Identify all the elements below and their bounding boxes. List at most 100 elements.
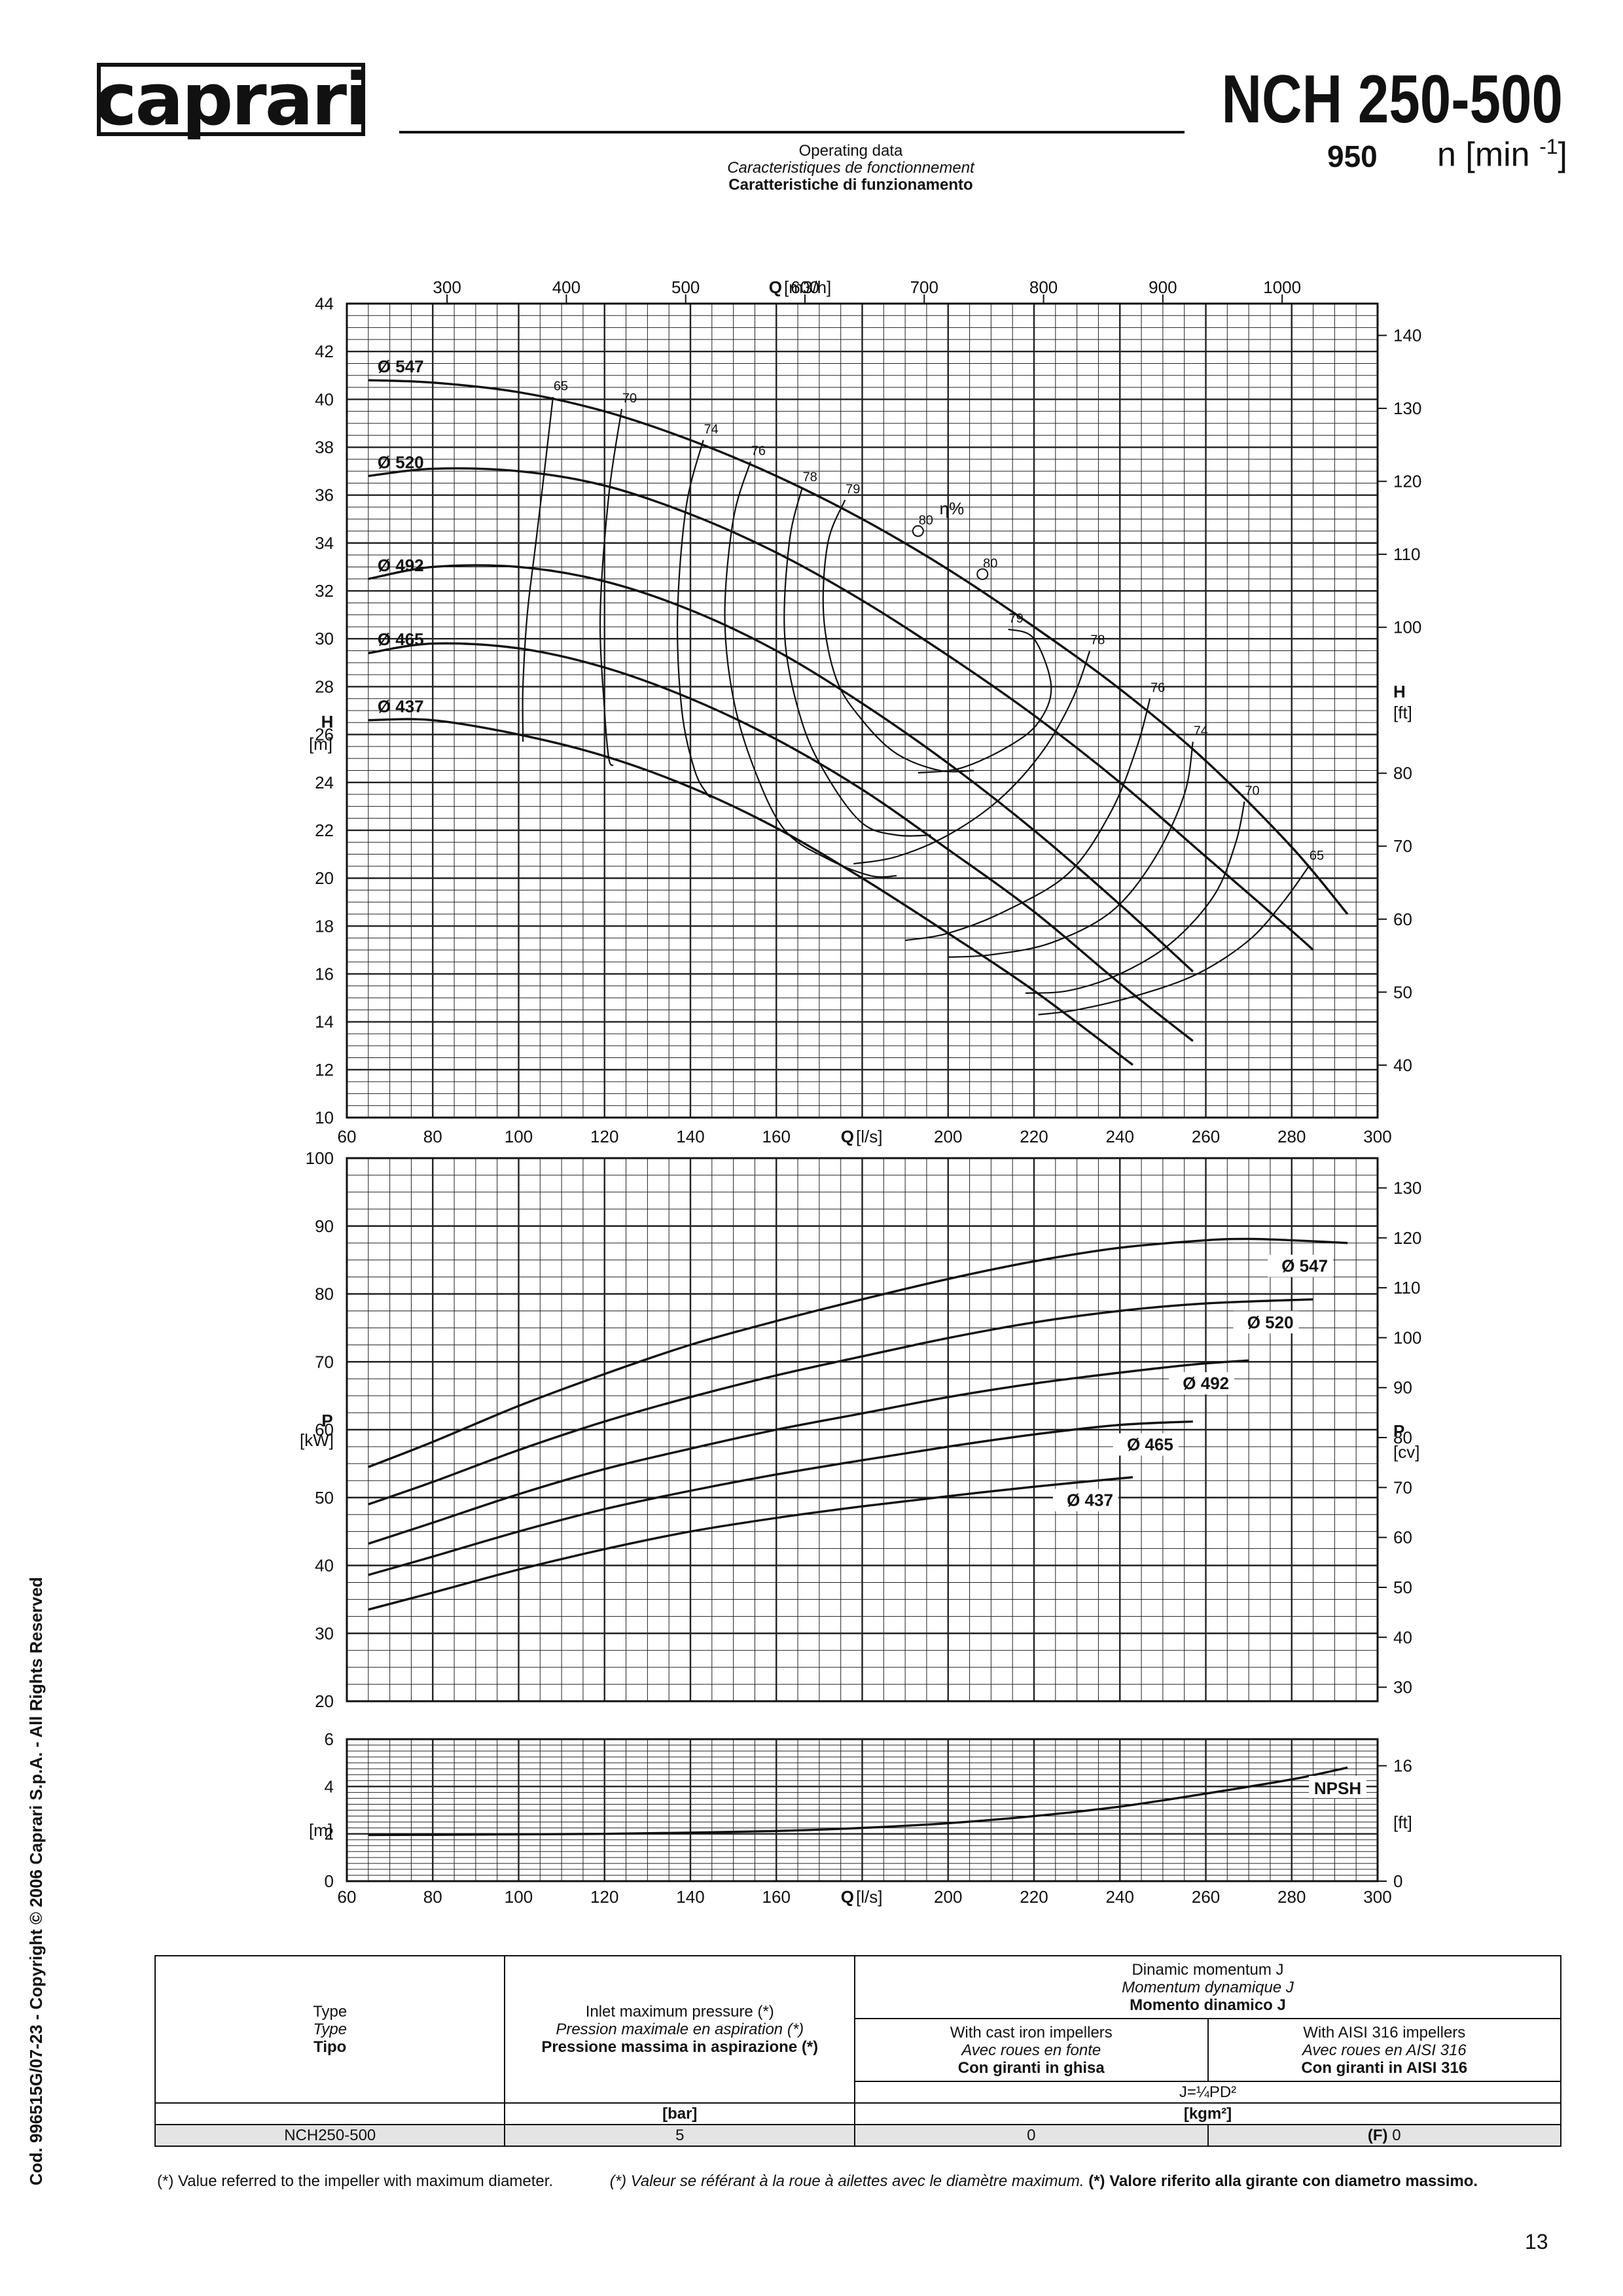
aisi-header: With AISI 316 impellers Avec roues en AI…: [1207, 2018, 1561, 2082]
n-x-tick: 160: [762, 1887, 791, 1907]
power-curve-label: Ø 547: [1281, 1256, 1328, 1276]
p-y-tick: 30: [315, 1623, 334, 1643]
efficiency-label: 79: [846, 482, 860, 497]
h-y-tick: 18: [315, 916, 334, 936]
speed-unit: n [min -1]: [1437, 135, 1567, 174]
p-y2-tick: 30: [1393, 1678, 1412, 1697]
power-label-bg: [1169, 1372, 1235, 1395]
h-x-tick: 60: [338, 1127, 357, 1146]
h-y2-tick: 40: [1393, 1055, 1412, 1075]
h-y-tick: 24: [315, 773, 334, 792]
efficiency-label: 65: [554, 380, 568, 394]
h-y2-tick: 70: [1393, 836, 1412, 856]
speed-unit-sup: -1: [1539, 135, 1558, 158]
p-y2-tick: 100: [1393, 1328, 1421, 1347]
operating-data-it: Caratteristiche di funzionamento: [728, 176, 973, 194]
formula-cell: J=¼PD²: [854, 2081, 1561, 2104]
n-y2-tick: 16: [1393, 1756, 1412, 1776]
n-x-tick: 120: [590, 1887, 618, 1907]
n-x-symbol: Q: [841, 1887, 854, 1907]
efficiency-curve: [783, 487, 931, 837]
n-y-tick: 2: [325, 1824, 334, 1844]
row-pressure: 5: [504, 2124, 856, 2147]
footnote: (*) Value referred to the impeller with …: [157, 2172, 1478, 2191]
logo-text: caprari: [94, 58, 370, 141]
npsh-label: NPSH: [1314, 1778, 1361, 1798]
p-y2-symbol: P: [1393, 1421, 1404, 1441]
h-y-symbol: H: [321, 712, 334, 732]
moment-fr: Momentum dynamique J: [1122, 1978, 1294, 1996]
h-x-symbol: Q: [841, 1127, 854, 1146]
n-x-tick: 300: [1363, 1887, 1391, 1907]
h-y2-tick: 140: [1393, 326, 1421, 345]
row-cast: 0: [854, 2124, 1209, 2147]
empty-unit-cell: [154, 2102, 506, 2125]
plot-frame: [346, 1157, 1379, 1703]
h-x2-tick: 900: [1149, 277, 1177, 297]
power-curve-label: Ø 492: [1183, 1373, 1229, 1393]
power-curve-4: [368, 1475, 1133, 1611]
h-x2-unit: [m3/h]: [784, 277, 831, 297]
h-x-tick: 80: [423, 1127, 442, 1146]
p-y2-unit: [cv]: [1393, 1442, 1419, 1462]
h-y2-tick: 130: [1393, 398, 1421, 418]
n-x-tick: 140: [676, 1887, 704, 1907]
h-y2-tick: 110: [1393, 544, 1420, 564]
h-y2-tick: 80: [1393, 764, 1412, 783]
efficiency-label: 80: [983, 556, 997, 571]
h-y-tick: 12: [315, 1060, 334, 1080]
best-efficiency-marker: [912, 525, 924, 537]
h-y2-tick: 60: [1393, 910, 1412, 929]
plot-frame: [346, 302, 1379, 1119]
p-y2-tick: 130: [1393, 1178, 1421, 1197]
power-curve-0: [368, 1237, 1348, 1468]
n-x-tick: 80: [423, 1887, 442, 1907]
h-x2-tick: 600: [791, 277, 819, 297]
n-x-tick: 240: [1106, 1887, 1134, 1907]
n-y-unit: [m]: [309, 1820, 332, 1840]
h-x-unit: [l/s]: [856, 1127, 882, 1146]
h-x-tick: 100: [505, 1127, 533, 1146]
aisi-en: With AISI 316 impellers: [1303, 2023, 1466, 2041]
h-x2-tick: 400: [552, 277, 580, 297]
n-x-tick: 60: [338, 1887, 357, 1907]
power-curve-label: Ø 437: [1067, 1491, 1113, 1510]
h-y-tick: 26: [315, 725, 334, 745]
efficiency-label: 70: [622, 391, 637, 406]
h-x-tick: 160: [762, 1127, 791, 1146]
row-aisi-value: 0: [1392, 2127, 1401, 2144]
grid-panel-1: [346, 1157, 1379, 1703]
grid-panel-2: [346, 1738, 1379, 1882]
momentum-header: Dinamic momentum J Momentum dynamique J …: [854, 1955, 1561, 2019]
efficiency-label: 70: [1245, 784, 1259, 798]
h-y2-tick: 50: [1393, 982, 1412, 1002]
p-y-tick: 90: [315, 1216, 334, 1236]
power-label-bg: [1268, 1254, 1334, 1277]
p-y2-tick: 120: [1393, 1228, 1421, 1248]
head-curve-2: [368, 564, 1194, 973]
cast-en: With cast iron impellers: [950, 2023, 1113, 2041]
head-curve-label: Ø 520: [378, 452, 424, 472]
p-y2-tick: 60: [1393, 1528, 1412, 1547]
efficiency-curve: [522, 397, 554, 742]
n-y2-unit: [ft]: [1393, 1812, 1412, 1832]
inlet-fr: Pression maximale en aspiration (*): [556, 2021, 804, 2038]
inlet-it: Pressione massima in aspirazione (*): [541, 2038, 819, 2056]
efficiency-label: 74: [1194, 724, 1208, 739]
h-x-tick: 260: [1192, 1127, 1220, 1146]
efficiency-curve: [948, 741, 1194, 958]
h-y-tick: 22: [315, 821, 334, 840]
efficiency-label: 78: [1090, 633, 1105, 648]
inlet-pressure-header: Inlet maximum pressure (*) Pression maxi…: [504, 1955, 856, 2104]
moment-it: Momento dinamico J: [1130, 1996, 1286, 2014]
h-y2-unit: [ft]: [1393, 703, 1412, 722]
pump-performance-chart: 101214161820222426283032343638404244H[m]…: [300, 277, 1421, 1907]
plot-frame: [346, 1738, 1379, 1882]
n-x-unit: [l/s]: [856, 1887, 882, 1907]
moment-en: Dinamic momentum J: [1132, 1960, 1284, 1979]
momentum-table: Type Type Tipo Inlet maximum pressure (*…: [154, 1955, 1561, 2147]
n-y-tick: 6: [325, 1729, 334, 1749]
efficiency-label: 79: [1009, 612, 1024, 626]
h-x-tick: 300: [1363, 1127, 1391, 1146]
h-x-tick: 240: [1106, 1127, 1134, 1146]
